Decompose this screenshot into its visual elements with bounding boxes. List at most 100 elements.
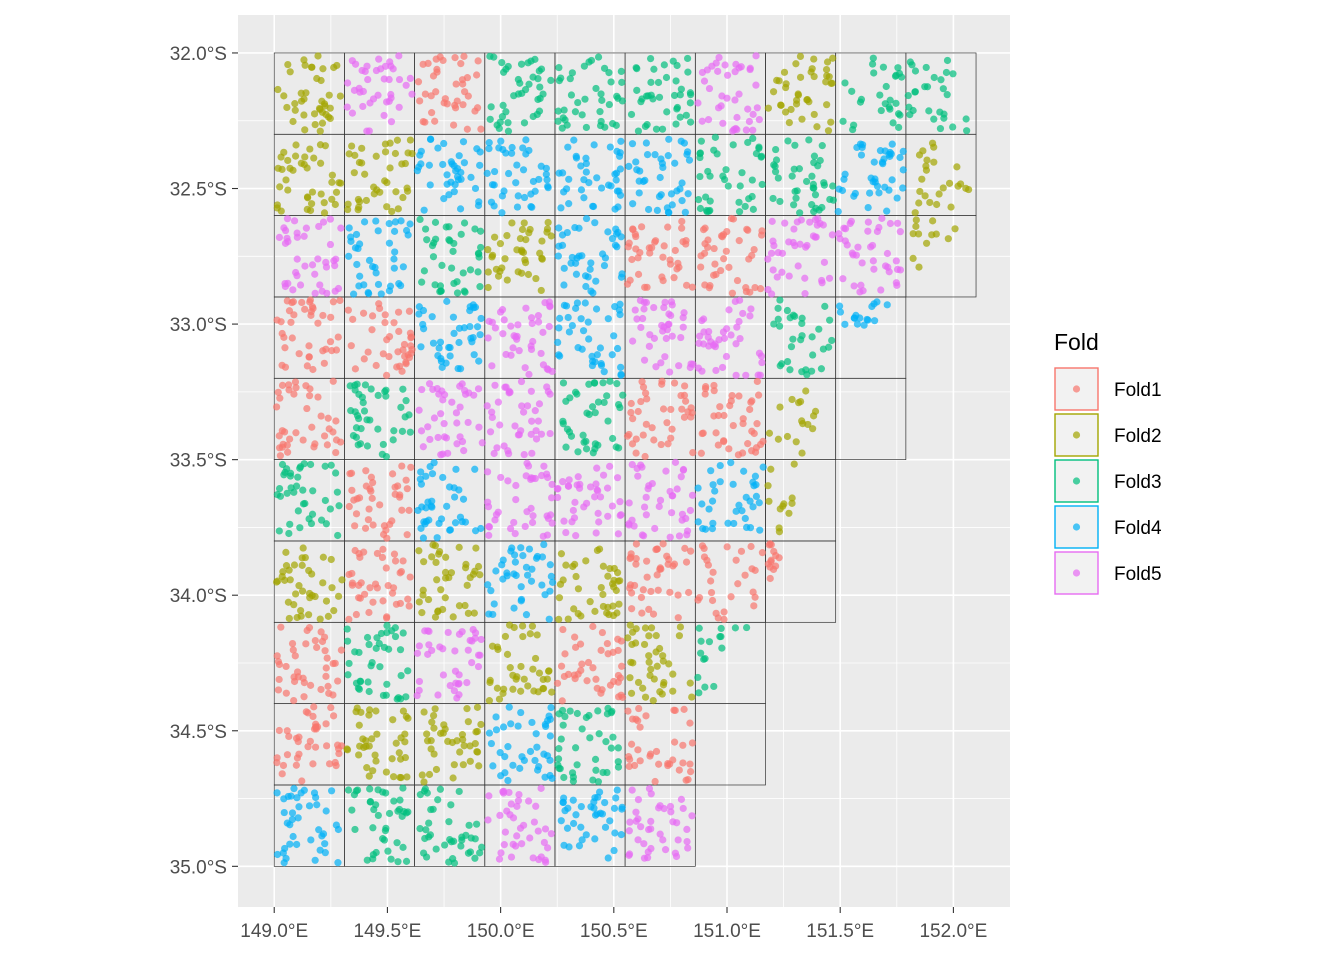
legend-key-point: [1072, 477, 1081, 485]
data-point: [505, 169, 513, 178]
data-point: [696, 172, 704, 181]
data-point: [394, 482, 402, 490]
data-point: [427, 135, 435, 143]
data-point: [327, 555, 335, 564]
data-point: [515, 790, 523, 799]
data-point: [433, 68, 441, 76]
data-point: [432, 765, 441, 774]
data-point: [302, 640, 310, 648]
data-point: [936, 108, 944, 116]
data-point: [364, 678, 372, 686]
data-point: [433, 384, 441, 393]
data-point: [405, 506, 413, 514]
data-point: [688, 812, 696, 820]
data-point: [627, 589, 636, 597]
data-point: [618, 805, 626, 813]
data-point: [363, 764, 371, 772]
data-point: [953, 163, 961, 171]
data-point: [275, 527, 283, 535]
data-point: [617, 67, 625, 76]
data-point: [388, 589, 397, 597]
data-point: [450, 239, 458, 248]
data-point: [370, 183, 378, 191]
data-point: [289, 117, 297, 126]
data-point: [790, 201, 798, 209]
data-point: [538, 553, 547, 561]
data-point: [485, 729, 494, 737]
data-point: [423, 789, 431, 797]
data-point: [432, 88, 440, 96]
data-point: [275, 726, 283, 735]
data-point: [610, 332, 618, 340]
data-point: [426, 831, 435, 839]
data-point: [643, 395, 651, 403]
data-point: [815, 206, 823, 214]
data-point: [746, 405, 754, 414]
data-point: [808, 172, 816, 180]
data-point: [420, 206, 428, 214]
data-point: [750, 245, 758, 254]
data-point: [539, 684, 548, 693]
data-point: [484, 268, 492, 276]
data-point: [360, 407, 369, 415]
data-point: [418, 609, 426, 617]
data-point: [718, 644, 726, 652]
data-point: [509, 814, 518, 822]
data-point: [528, 718, 536, 727]
data-point: [727, 214, 735, 223]
data-point: [735, 198, 743, 206]
data-point: [366, 99, 374, 107]
data-point: [668, 332, 676, 340]
data-point: [546, 561, 554, 569]
data-point: [749, 205, 757, 213]
data-point: [487, 739, 496, 748]
data-point: [769, 237, 777, 245]
data-point: [886, 96, 894, 104]
data-point: [588, 403, 597, 411]
data-point: [564, 615, 572, 623]
data-point: [522, 304, 530, 312]
data-point: [483, 402, 491, 410]
data-point: [905, 103, 913, 111]
data-point: [628, 255, 636, 264]
data-point: [351, 825, 359, 834]
data-point: [686, 719, 694, 727]
data-point: [495, 855, 504, 863]
data-point: [596, 493, 605, 501]
data-point: [380, 643, 389, 652]
data-point: [608, 235, 617, 243]
data-point: [706, 197, 714, 205]
data-point: [655, 760, 663, 768]
data-point: [278, 427, 286, 435]
data-point: [391, 149, 400, 158]
data-point: [499, 101, 507, 110]
data-point: [653, 206, 661, 214]
data-point: [504, 119, 512, 127]
data-point: [755, 144, 763, 152]
data-point: [757, 352, 766, 360]
data-point: [609, 611, 618, 620]
data-point: [447, 158, 455, 166]
data-point: [471, 465, 479, 473]
data-point: [353, 260, 361, 269]
data-point: [869, 54, 877, 62]
data-point: [562, 397, 570, 405]
data-point: [810, 208, 818, 216]
data-point: [776, 322, 784, 330]
data-point: [724, 182, 732, 190]
data-point: [699, 226, 708, 234]
data-point: [569, 796, 577, 804]
data-point: [923, 83, 932, 91]
data-point: [677, 795, 686, 803]
data-point: [507, 853, 516, 861]
data-point: [671, 458, 680, 466]
data-point: [458, 833, 466, 841]
data-point: [701, 655, 709, 663]
data-point: [796, 73, 805, 81]
data-point: [416, 97, 424, 105]
data-point: [352, 424, 361, 432]
data-point: [776, 296, 784, 304]
data-point: [665, 320, 673, 328]
data-point: [450, 329, 458, 337]
data-point: [352, 787, 360, 795]
